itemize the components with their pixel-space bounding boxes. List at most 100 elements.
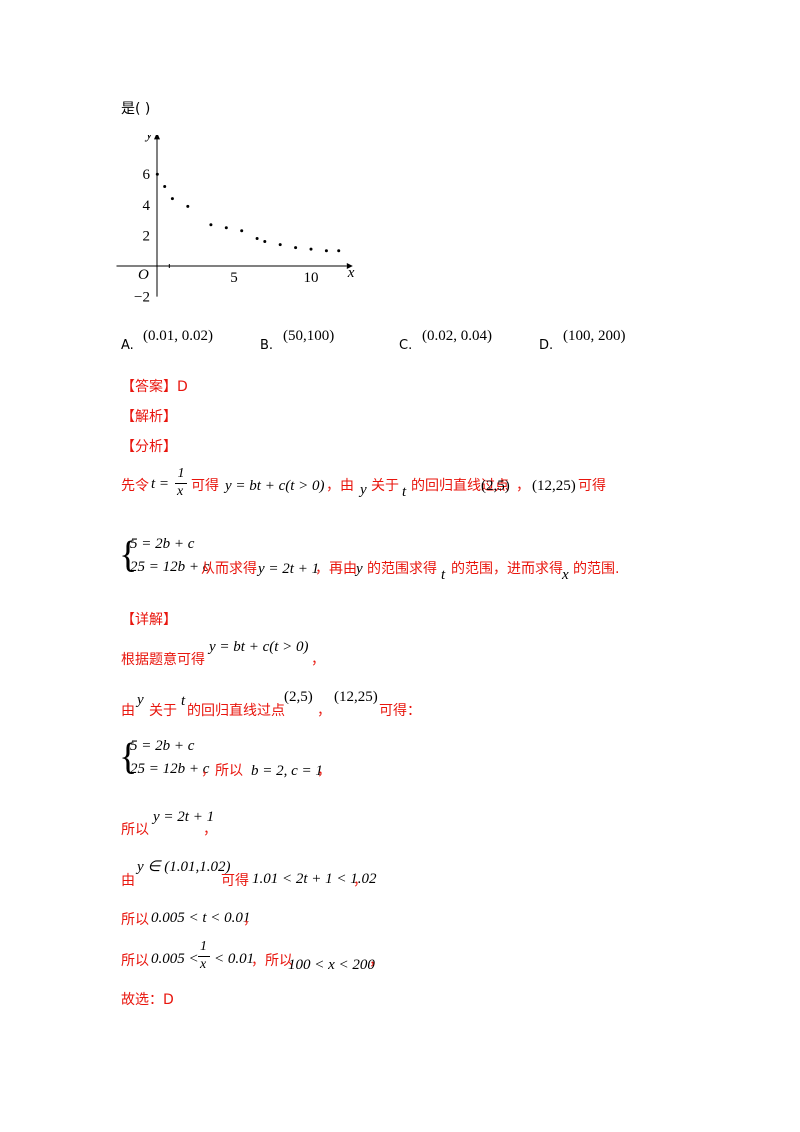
system-eq-2: 25 = 12b + c: [130, 559, 210, 575]
fraction-den: x: [177, 484, 184, 499]
step-2: 由 y 关于 t 的回归直线过点 (2,5) ， (12,25) 可得：: [121, 688, 521, 719]
system-eq-2: 25 = 12b + c: [130, 761, 210, 777]
step-math: 0.005 <: [151, 951, 199, 967]
fenxi-math: (12,25): [532, 478, 576, 494]
origin-label: O: [138, 267, 149, 283]
data-point: [337, 249, 341, 253]
x-tick-label: 10: [304, 270, 319, 286]
step-text: 关于: [149, 703, 177, 719]
option-c-letter[interactable]: C.: [399, 338, 413, 353]
step-text: 所以: [121, 953, 149, 969]
data-point: [278, 243, 282, 247]
fenxi-math: t =: [151, 476, 170, 492]
option-a-letter[interactable]: A.: [121, 338, 134, 353]
fenxi-math: x: [562, 567, 569, 583]
step-text: ，: [317, 703, 331, 719]
fenxi-math: y = 2t + 1: [258, 561, 320, 577]
y-tick-label: −2: [134, 290, 150, 306]
fenxi-math: y = bt + c(t > 0): [225, 478, 325, 494]
x-axis-arrow: [346, 263, 353, 269]
fenxi-math: t: [402, 484, 407, 500]
step-text: ，: [243, 912, 257, 928]
step-text: ，所以: [201, 763, 243, 779]
step-math: 0.005 < t < 0.01: [151, 910, 251, 926]
step-math: 100 < x < 200: [288, 957, 375, 973]
fenxi-text: 关于: [371, 478, 399, 494]
x-tick-label: 5: [230, 270, 238, 286]
fraction-bar: [198, 956, 210, 957]
chart-ticks: x y O 5 10 6 4 2 −2: [134, 135, 355, 306]
step-text: 可得：: [379, 703, 421, 719]
system-brace: {: [119, 736, 138, 778]
step-text: 的回归直线过点: [187, 703, 285, 719]
fenxi-label: 【分析】: [121, 439, 177, 455]
data-point: [155, 172, 159, 176]
option-b-value[interactable]: (50,100): [283, 328, 335, 344]
y-tick-label: 4: [143, 198, 151, 214]
fenxi-text: 的范围.: [573, 561, 620, 577]
xiangjie-label: 【详解】: [121, 612, 177, 628]
fenxi-text: 先令: [121, 478, 149, 494]
system-eq-1: 5 = 2b + c: [130, 738, 195, 754]
fenxi-line-2: { 5 = 2b + c 25 = 12b + c 从而求得 y = 2t + …: [119, 533, 681, 583]
step-math: y = bt + c(t > 0): [209, 639, 309, 655]
step-3: { 5 = 2b + c 25 = 12b + c ，所以 b = 2, c =…: [119, 735, 421, 785]
data-point: [324, 249, 328, 253]
step-text: 所以: [121, 912, 149, 928]
step-text: ，: [203, 822, 217, 838]
option-d-value[interactable]: (100, 200): [563, 328, 626, 344]
option-d-letter[interactable]: D.: [539, 338, 554, 353]
final-answer: 故选：D: [121, 992, 174, 1008]
chart-axes: [116, 135, 353, 297]
fenxi-text: ，: [516, 478, 530, 494]
data-point: [224, 226, 228, 230]
fraction-bar: [175, 483, 187, 484]
y-tick-label: 6: [143, 167, 151, 183]
step-5: 由 y ∈ (1.01,1.02) 可得 1.01 < 2t + 1 < 1.0…: [121, 858, 421, 889]
fenxi-text: 可得: [578, 478, 606, 494]
step-text: 根据题意可得: [121, 652, 205, 668]
y-tick-label: 2: [143, 228, 151, 244]
data-point: [309, 247, 313, 251]
step-text: 由: [121, 703, 135, 719]
data-point: [263, 240, 267, 244]
step-text: 由: [121, 873, 135, 889]
option-a-value[interactable]: (0.01, 0.02): [143, 328, 213, 344]
jiexi-label: 【解析】: [121, 409, 177, 425]
step-text: 可得: [221, 873, 249, 889]
step-text: 所以: [121, 822, 149, 838]
step-4: 所以 y = 2t + 1 ，: [121, 808, 321, 838]
data-point: [163, 184, 167, 188]
fenxi-text: 的范围，进而求得: [451, 561, 563, 577]
option-c-value[interactable]: (0.02, 0.04): [422, 328, 492, 344]
step-6: 所以 0.005 < t < 0.01 ，: [121, 908, 321, 932]
fraction-num: 1: [177, 466, 185, 481]
step-1: 根据题意可得 y = bt + c(t > 0) ，: [121, 638, 421, 668]
fenxi-text: 从而求得: [201, 561, 257, 577]
fenxi-math: (2,5): [481, 478, 510, 494]
system-brace: {: [119, 534, 138, 576]
fenxi-math: t: [441, 567, 446, 583]
data-point: [209, 223, 213, 227]
y-axis-label: y: [144, 135, 153, 142]
x-axis-label: x: [347, 265, 355, 281]
step-math: y = 2t + 1: [153, 809, 215, 825]
step-text: ，: [311, 652, 325, 668]
option-b-letter[interactable]: B.: [260, 338, 274, 353]
answer-label: 【答案】D: [121, 379, 188, 395]
step-math: < 0.01: [214, 951, 255, 967]
scatter-chart: x y O 5 10 6 4 2 −2: [116, 135, 355, 306]
step-math: y ∈ (1.01,1.02): [137, 859, 231, 875]
fenxi-math: y: [360, 482, 367, 498]
data-point: [255, 236, 259, 240]
step-text: ，: [353, 873, 367, 889]
options-row: A. (0.01, 0.02) B. (50,100) C. (0.02, 0.…: [121, 328, 681, 358]
step-math: b = 2, c = 1: [251, 763, 323, 779]
step-text: ，所以: [251, 953, 293, 969]
y-axis-arrow: [154, 135, 160, 140]
fraction-den: x: [200, 957, 207, 972]
fenxi-text: 的范围求得: [367, 561, 437, 577]
step-math: (12,25): [334, 689, 378, 705]
data-point: [170, 197, 174, 201]
step-text: ，: [317, 763, 331, 779]
